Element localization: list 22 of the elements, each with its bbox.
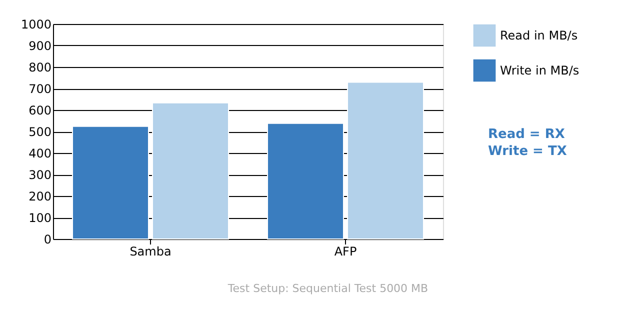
y-tick-label: 700 <box>28 82 52 96</box>
y-tick-label: 200 <box>28 190 52 204</box>
bar <box>152 102 229 240</box>
text: Write = TX <box>488 144 567 159</box>
y-tick-label: 1000 <box>20 18 52 32</box>
bar <box>72 126 149 240</box>
x-tick-label: Samba <box>130 244 172 258</box>
x-tick-label: AFP <box>334 244 357 258</box>
y-tick-label: 500 <box>28 125 52 139</box>
text: Read = RX <box>488 127 565 142</box>
y-tick-label: 100 <box>28 211 52 225</box>
legend-label: Read in MB/s <box>500 28 578 42</box>
text: Test Setup: Sequential Test 5000 MB <box>226 282 428 295</box>
y-tick-label: 0 <box>44 232 52 246</box>
bar <box>347 82 424 240</box>
y-tick-label: 800 <box>28 60 52 74</box>
bar <box>267 122 344 240</box>
legend-label: Write in MB/s <box>500 64 580 78</box>
y-tick-label: 900 <box>28 39 52 53</box>
y-tick-label: 600 <box>28 104 52 118</box>
y-tick-label: 400 <box>28 146 52 160</box>
y-tick-label: 300 <box>28 168 52 182</box>
